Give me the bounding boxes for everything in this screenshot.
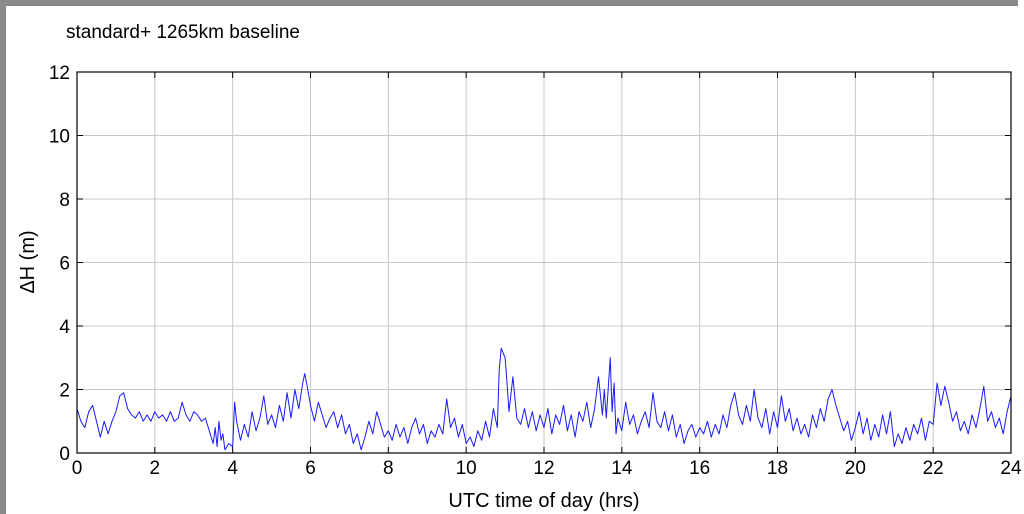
- x-tick-label: 22: [923, 458, 944, 479]
- x-tick-label: 10: [456, 458, 477, 479]
- x-tick-label: 20: [845, 458, 866, 479]
- series-line: [76, 347, 1012, 451]
- x-tick-label: 18: [767, 458, 788, 479]
- x-tick-label: 6: [305, 458, 316, 479]
- x-tick-label: 14: [611, 458, 633, 479]
- x-tick-label: 0: [72, 458, 83, 479]
- x-tick-label: 16: [689, 458, 710, 479]
- x-axis: 0 2 4 6 8 10 12 14 16 18 20 22 24: [72, 72, 1022, 479]
- y-axis-label: ΔH (m): [17, 230, 39, 293]
- y-tick-label: 4: [59, 317, 70, 338]
- x-tick-label: 4: [227, 458, 238, 479]
- x-axis-label: UTC time of day (hrs): [448, 490, 639, 512]
- y-axis: 0 2 4 6 8 10 12: [49, 63, 1011, 465]
- grid-lines: [77, 72, 1011, 453]
- x-tick-label: 2: [150, 458, 161, 479]
- x-tick-label: 24: [1000, 458, 1022, 479]
- x-tick-label: 8: [383, 458, 394, 479]
- y-tick-label: 0: [59, 444, 70, 465]
- chart-title: standard+ 1265km baseline: [66, 22, 300, 43]
- y-tick-label: 12: [49, 63, 70, 84]
- y-tick-label: 8: [59, 190, 70, 211]
- x-tick-label: 12: [533, 458, 554, 479]
- y-tick-label: 10: [49, 127, 70, 148]
- y-tick-label: 2: [59, 381, 70, 402]
- y-tick-label: 6: [59, 254, 70, 275]
